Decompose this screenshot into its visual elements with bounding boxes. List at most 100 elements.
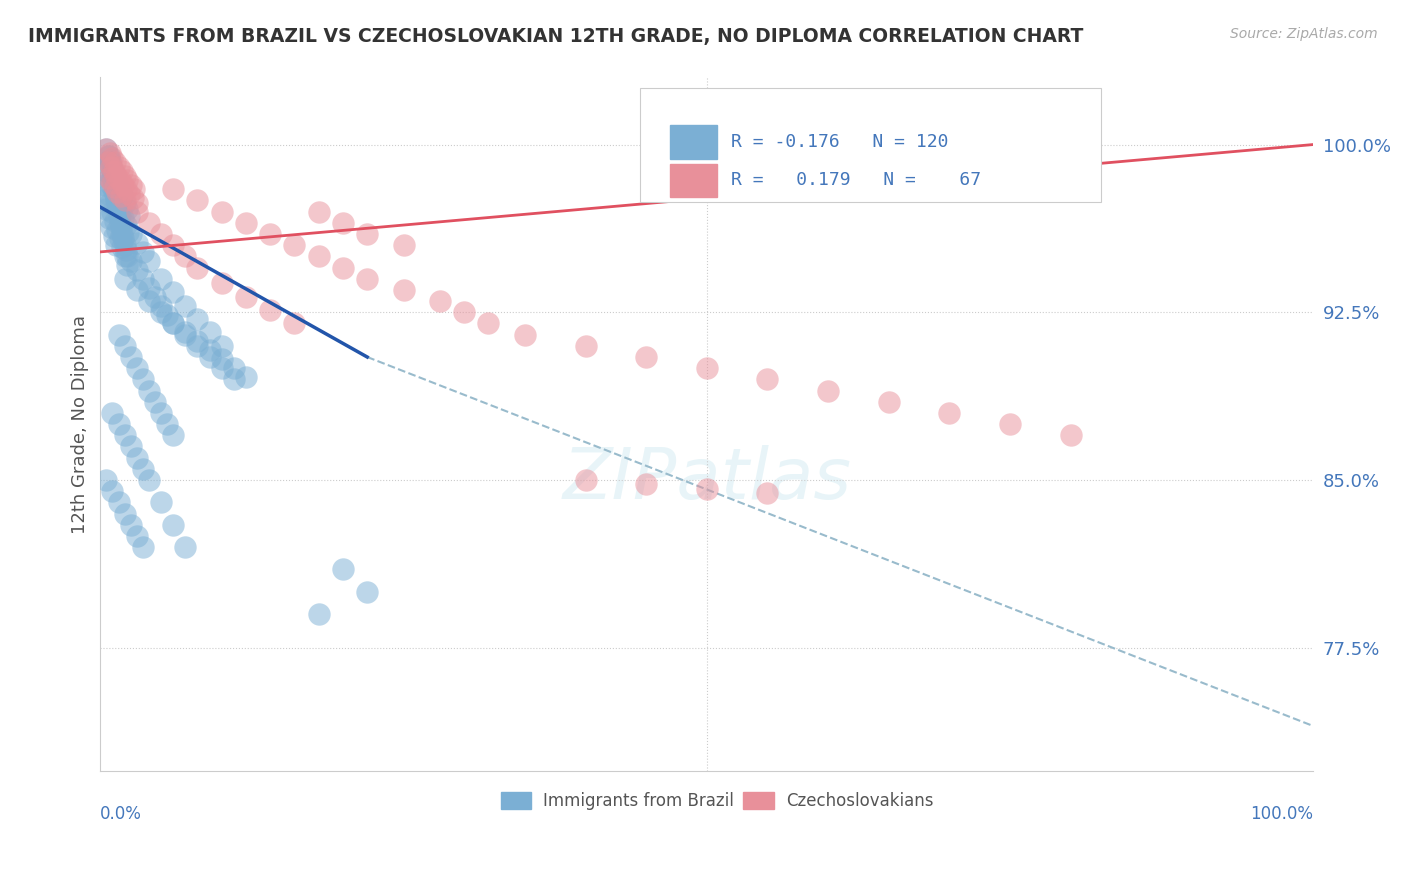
Point bbox=[103, 176, 125, 190]
Text: IMMIGRANTS FROM BRAZIL VS CZECHOSLOVAKIAN 12TH GRADE, NO DIPLOMA CORRELATION CHA: IMMIGRANTS FROM BRAZIL VS CZECHOSLOVAKIA… bbox=[28, 27, 1084, 45]
Point bbox=[98, 146, 121, 161]
Point bbox=[756, 486, 779, 500]
Point bbox=[162, 285, 184, 300]
Bar bbox=[744, 791, 773, 809]
Point bbox=[222, 361, 245, 376]
Point bbox=[356, 584, 378, 599]
Point bbox=[107, 495, 129, 509]
Point bbox=[105, 186, 128, 201]
Point bbox=[107, 327, 129, 342]
Point bbox=[96, 202, 118, 217]
Text: Czechoslovakians: Czechoslovakians bbox=[786, 791, 934, 810]
Point bbox=[186, 194, 208, 208]
Point bbox=[97, 171, 120, 186]
Point bbox=[101, 204, 124, 219]
Point bbox=[122, 191, 145, 205]
Point bbox=[453, 305, 475, 319]
Point bbox=[186, 339, 208, 353]
Point bbox=[97, 211, 120, 226]
Point bbox=[104, 155, 127, 169]
Point bbox=[150, 406, 173, 420]
Point bbox=[96, 142, 118, 156]
Point bbox=[696, 361, 718, 376]
Point bbox=[114, 249, 136, 263]
Point bbox=[115, 173, 138, 187]
Bar bbox=[671, 126, 717, 159]
Point bbox=[120, 517, 142, 532]
Point bbox=[429, 294, 451, 309]
Point bbox=[115, 202, 138, 217]
Point bbox=[105, 222, 128, 236]
Point bbox=[101, 176, 124, 190]
Point bbox=[162, 238, 184, 252]
Point bbox=[114, 238, 136, 252]
Point bbox=[114, 428, 136, 442]
Point bbox=[636, 350, 658, 364]
Point bbox=[162, 182, 184, 196]
Point bbox=[114, 507, 136, 521]
Point bbox=[138, 294, 160, 309]
Point bbox=[186, 260, 208, 275]
Point bbox=[117, 225, 139, 239]
Text: Immigrants from Brazil: Immigrants from Brazil bbox=[543, 791, 734, 810]
Point bbox=[101, 484, 124, 499]
Point bbox=[103, 229, 125, 244]
Point bbox=[998, 417, 1021, 431]
Point bbox=[105, 198, 128, 212]
Point bbox=[143, 290, 166, 304]
Point bbox=[283, 317, 305, 331]
FancyBboxPatch shape bbox=[640, 87, 1101, 202]
Point bbox=[138, 253, 160, 268]
Point bbox=[103, 185, 125, 199]
Point bbox=[100, 160, 122, 174]
Text: Source: ZipAtlas.com: Source: ZipAtlas.com bbox=[1230, 27, 1378, 41]
Point bbox=[222, 372, 245, 386]
Point bbox=[97, 186, 120, 201]
Point bbox=[132, 540, 155, 554]
Point bbox=[150, 271, 173, 285]
Point bbox=[114, 243, 136, 257]
Text: R = -0.176   N = 120: R = -0.176 N = 120 bbox=[731, 133, 949, 151]
Point bbox=[110, 189, 132, 203]
Point bbox=[114, 339, 136, 353]
Point bbox=[132, 372, 155, 386]
Point bbox=[150, 495, 173, 509]
Point bbox=[115, 249, 138, 263]
Point bbox=[100, 178, 122, 192]
Point bbox=[104, 182, 127, 196]
Point bbox=[114, 218, 136, 232]
Point bbox=[110, 220, 132, 235]
Point bbox=[186, 334, 208, 349]
Point bbox=[103, 164, 125, 178]
Point bbox=[308, 607, 330, 622]
Point bbox=[138, 216, 160, 230]
Point bbox=[477, 317, 499, 331]
Point bbox=[259, 227, 281, 241]
Point bbox=[100, 220, 122, 235]
Point bbox=[105, 176, 128, 190]
Point bbox=[211, 361, 233, 376]
Point bbox=[118, 209, 141, 223]
Point bbox=[332, 216, 354, 230]
Point bbox=[125, 262, 148, 277]
Point bbox=[308, 249, 330, 263]
Point bbox=[150, 299, 173, 313]
Point bbox=[98, 153, 121, 168]
Point bbox=[636, 477, 658, 491]
Point bbox=[132, 462, 155, 476]
Point bbox=[150, 227, 173, 241]
Point bbox=[332, 562, 354, 576]
Text: 100.0%: 100.0% bbox=[1250, 805, 1313, 823]
Point bbox=[132, 271, 155, 285]
Point bbox=[938, 406, 960, 420]
Point bbox=[112, 178, 135, 192]
Point bbox=[114, 169, 136, 183]
Point bbox=[162, 517, 184, 532]
Point bbox=[120, 440, 142, 454]
Point bbox=[138, 473, 160, 487]
Point bbox=[105, 194, 128, 208]
Point bbox=[156, 308, 179, 322]
Point bbox=[101, 406, 124, 420]
Point bbox=[97, 149, 120, 163]
Point bbox=[107, 198, 129, 212]
